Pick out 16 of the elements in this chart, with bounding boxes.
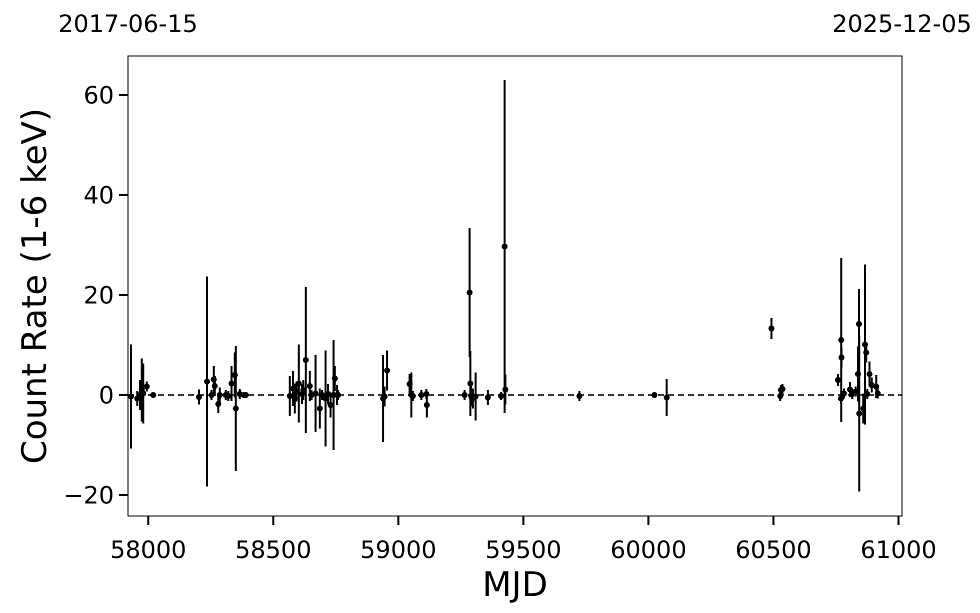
y-tick-label: 60	[83, 81, 114, 110]
y-tick-label: 40	[83, 181, 114, 210]
x-axis-title: MJD	[482, 565, 548, 605]
y-tick-label: −20	[63, 481, 114, 510]
y-tick-label: 20	[83, 281, 114, 310]
text: 2017-06-15	[58, 10, 198, 38]
x-tick-label: 60000	[610, 536, 687, 564]
text: 2025-12-05	[832, 10, 972, 38]
y-axis-title: Count Rate (1-6 keV)	[15, 108, 55, 464]
y-tick-label: 0	[98, 381, 114, 410]
x-tick-label: 58000	[110, 536, 186, 564]
x-tick-label: 60500	[735, 536, 812, 564]
x-tick-label: 59000	[360, 536, 437, 564]
x-tick-label: 61000	[860, 536, 937, 564]
x-tick-label: 58500	[235, 536, 312, 564]
x-tick-label: 59500	[485, 536, 562, 564]
